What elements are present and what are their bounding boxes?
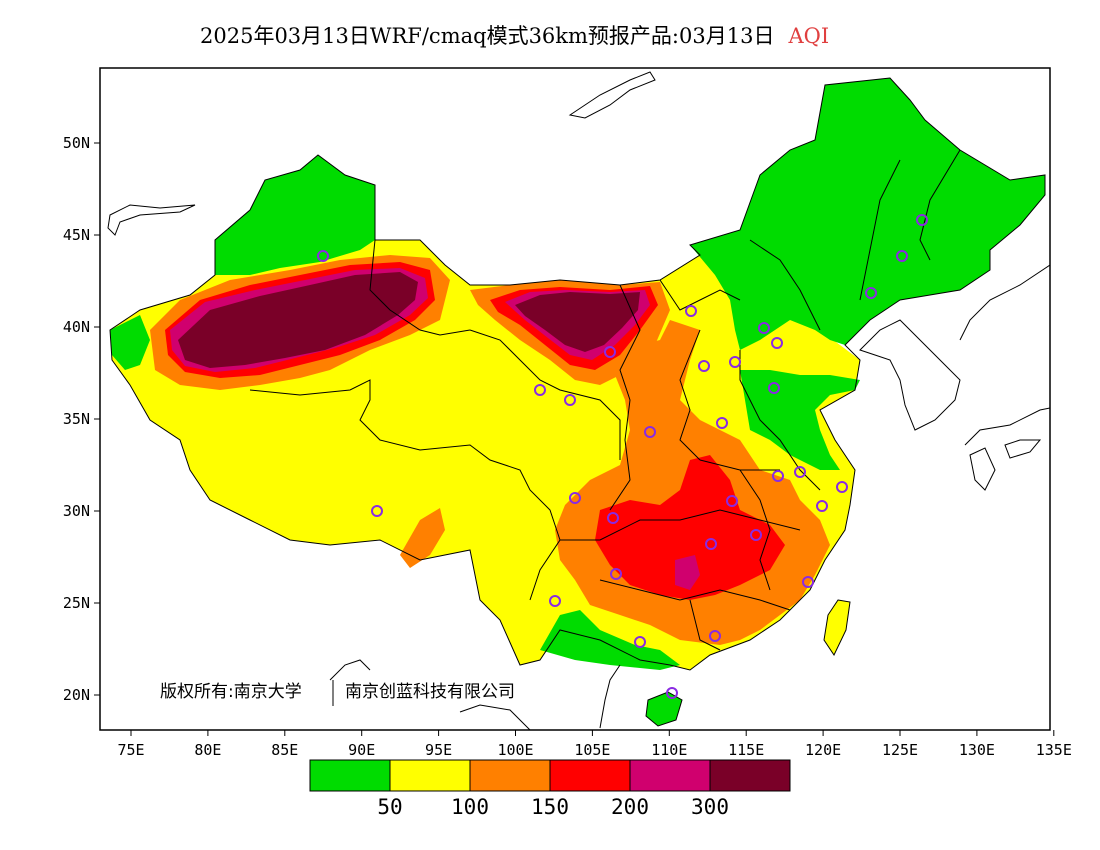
city-marker (705, 538, 717, 550)
region-green-south (540, 610, 680, 670)
lat-axis: 20N 25N 30N 35N 40N 45N 50N (63, 134, 100, 704)
legend-swatch (549, 759, 631, 792)
city-marker (816, 500, 828, 512)
lon-tick-label: 120E (805, 741, 841, 759)
lon-tick-label: 130E (959, 741, 995, 759)
city-marker (771, 337, 783, 349)
map-frame (99, 67, 1051, 731)
lat-tick-label: 35N (63, 410, 90, 428)
lat-tick-label: 50N (63, 134, 90, 152)
lon-tick-label: 90E (348, 741, 375, 759)
lat-tick-label: 45N (63, 226, 90, 244)
city-marker (726, 495, 738, 507)
region-green-west (110, 315, 150, 370)
city-marker (564, 394, 576, 406)
lat-tick-label: 20N (63, 686, 90, 704)
lat-tick-label: 40N (63, 318, 90, 336)
city-marker (666, 687, 678, 699)
region-maroon-tarim (178, 272, 418, 368)
region-yellow-taiwan (824, 600, 850, 655)
city-marker (729, 356, 741, 368)
legend-swatch (629, 759, 711, 792)
lat-tick-label: 25N (63, 594, 90, 612)
city-marker (604, 346, 616, 358)
city-markers (317, 214, 928, 699)
city-marker (896, 250, 908, 262)
city-marker (569, 492, 581, 504)
lon-tick-label: 80E (194, 741, 221, 759)
title-variable: AQI (788, 24, 830, 48)
region-maroon-ordos (515, 292, 640, 352)
copyright: 版权所有:南京大学 南京创蓝科技有限公司 (160, 680, 515, 706)
city-marker (750, 529, 762, 541)
lon-tick-label: 125E (882, 741, 918, 759)
lon-tick-label: 110E (651, 741, 687, 759)
city-marker (768, 382, 780, 394)
region-green-hainan (646, 692, 682, 726)
legend-label: 200 (611, 795, 649, 819)
lon-tick-label: 105E (574, 741, 610, 759)
lon-tick-label: 135E (1036, 741, 1072, 759)
city-marker (610, 568, 622, 580)
lon-tick-label: 85E (271, 741, 298, 759)
lon-tick-label: 100E (497, 741, 533, 759)
city-marker (317, 250, 329, 262)
lon-tick-label: 115E (728, 741, 764, 759)
region-magenta-hunan (675, 555, 700, 590)
region-green-east (740, 370, 860, 470)
city-marker (916, 214, 928, 226)
legend-swatch (389, 759, 471, 792)
copyright-owner1: 版权所有:南京大学 (160, 682, 302, 702)
city-marker (549, 595, 561, 607)
lon-tick-label: 75E (117, 741, 144, 759)
city-marker (716, 417, 728, 429)
city-marker (371, 505, 383, 517)
city-marker (802, 576, 814, 588)
city-marker (644, 426, 656, 438)
city-marker (534, 384, 546, 396)
legend-label: 100 (451, 795, 489, 819)
city-marker (836, 481, 848, 493)
boundaries (107, 71, 1050, 730)
city-marker (709, 630, 721, 642)
legend-label: 50 (377, 795, 402, 819)
city-marker (772, 470, 784, 482)
city-marker (698, 360, 710, 372)
title-text: 2025年03月13日WRF/cmaq模式36km预报产品:03月13日 (200, 24, 775, 48)
city-marker (607, 512, 619, 524)
copyright-owner2: 南京创蓝科技有限公司 (345, 682, 515, 702)
map-title: 2025年03月13日WRF/cmaq模式36km预报产品:03月13日 AQI (200, 20, 829, 50)
city-marker (758, 322, 770, 334)
region-red-south-central (595, 455, 785, 600)
legend-swatch (309, 759, 391, 792)
legend-swatch (469, 759, 551, 792)
city-marker (634, 636, 646, 648)
lat-tick-label: 30N (63, 502, 90, 520)
color-legend: 50 100 150 200 300 (309, 759, 791, 819)
legend-swatch (709, 759, 791, 792)
map-layers (107, 71, 1050, 730)
city-marker (865, 287, 877, 299)
legend-label: 150 (531, 795, 569, 819)
lon-tick-label: 95E (425, 741, 452, 759)
region-green-xinjiang (215, 155, 375, 275)
region-orange-tibet (400, 508, 445, 568)
region-green-northeast (690, 78, 1045, 350)
city-marker (794, 466, 806, 478)
legend-label: 300 (691, 795, 729, 819)
lon-axis: 75E 80E 85E 90E 95E 100E 105E 110E 115E 120E 125E 1… (117, 730, 1072, 759)
city-marker (685, 305, 697, 317)
